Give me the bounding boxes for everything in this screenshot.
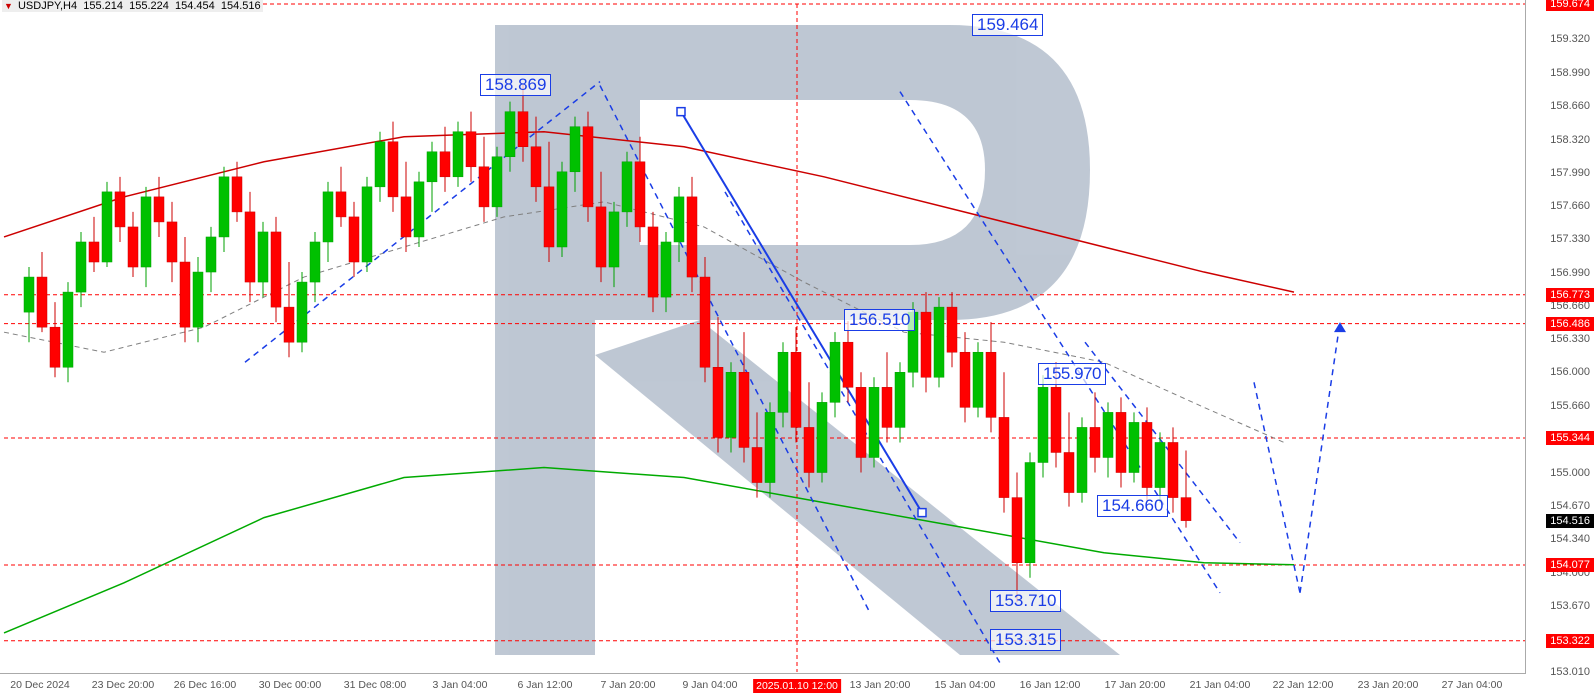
x-axis: 20 Dec 2024 23 Dec 20:00 26 Dec 16:00 30 De… [0, 673, 1526, 694]
price-annotation: 153.315 [990, 629, 1061, 651]
price-annotation: 154.660 [1097, 495, 1168, 517]
x-tick: 13 Jan 20:00 [850, 679, 911, 691]
y-tick: 158.990 [1550, 67, 1590, 79]
x-tick: 3 Jan 04:00 [433, 679, 488, 691]
y-tick: 158.320 [1550, 134, 1590, 146]
y-tick: 155.000 [1550, 467, 1590, 479]
price-annotation: 155.970 [1038, 363, 1106, 385]
y-tick: 154.670 [1550, 500, 1590, 512]
x-date-tag: 2025.01.10 12:00 [753, 679, 841, 693]
down-tri-icon: ▼ [4, 1, 13, 11]
x-tick: 17 Jan 20:00 [1105, 679, 1166, 691]
high-val: 155.224 [129, 0, 169, 12]
y-tick: 153.670 [1550, 600, 1590, 612]
tf-label: H4 [63, 0, 77, 12]
y-axis: 159.320 158.990 158.660 158.320 157.990 157.6… [1525, 0, 1594, 694]
y-price-tag: 156.486 [1546, 317, 1594, 331]
y-price-tag: 156.773 [1546, 288, 1594, 302]
y-tick: 157.660 [1550, 200, 1590, 212]
x-tick: 9 Jan 04:00 [683, 679, 738, 691]
price-annotation: 156.510 [844, 309, 915, 331]
price-annotation: 153.710 [990, 590, 1061, 612]
low-val: 154.454 [175, 0, 215, 12]
y-tick: 156.990 [1550, 267, 1590, 279]
x-tick: 16 Jan 12:00 [1020, 679, 1081, 691]
y-tick: 158.660 [1550, 100, 1590, 112]
x-tick: 30 Dec 00:00 [259, 679, 321, 691]
y-tick: 157.990 [1550, 167, 1590, 179]
symbol-label: USDJPY [18, 0, 60, 12]
y-price-tag: 154.077 [1546, 558, 1594, 572]
y-tick: 153.010 [1550, 666, 1590, 678]
y-price-tag: 153.322 [1546, 634, 1594, 648]
x-tick: 15 Jan 04:00 [935, 679, 996, 691]
y-price-tag: 159.674 [1546, 0, 1594, 11]
y-tick: 155.660 [1550, 400, 1590, 412]
y-current-price-tag: 154.516 [1546, 514, 1594, 528]
price-annotation: 158.869 [480, 74, 551, 96]
title-bar: ▼ USDJPY,H4 155.214 155.224 154.454 154.… [2, 0, 263, 12]
x-tick: 6 Jan 12:00 [518, 679, 573, 691]
x-tick: 23 Dec 20:00 [92, 679, 154, 691]
x-tick: 20 Dec 2024 [10, 679, 70, 691]
open-val: 155.214 [83, 0, 123, 12]
plot-area[interactable] [0, 0, 1594, 694]
y-tick: 154.340 [1550, 533, 1590, 545]
x-tick: 26 Dec 16:00 [174, 679, 236, 691]
x-tick: 22 Jan 12:00 [1273, 679, 1334, 691]
x-tick: 21 Jan 04:00 [1190, 679, 1251, 691]
y-tick: 159.320 [1550, 33, 1590, 45]
close-val: 154.516 [221, 0, 261, 12]
y-tick: 156.000 [1550, 366, 1590, 378]
chart-wrap: ▼ USDJPY,H4 155.214 155.224 154.454 154.… [0, 0, 1594, 694]
price-annotation: 159.464 [972, 14, 1043, 36]
x-tick: 31 Dec 08:00 [344, 679, 406, 691]
y-tick: 156.330 [1550, 333, 1590, 345]
x-tick: 7 Jan 20:00 [601, 679, 656, 691]
y-tick: 156.660 [1550, 300, 1590, 312]
y-price-tag: 155.344 [1546, 431, 1594, 445]
y-tick: 157.330 [1550, 233, 1590, 245]
x-tick: 27 Jan 04:00 [1442, 679, 1503, 691]
x-tick: 23 Jan 20:00 [1358, 679, 1419, 691]
